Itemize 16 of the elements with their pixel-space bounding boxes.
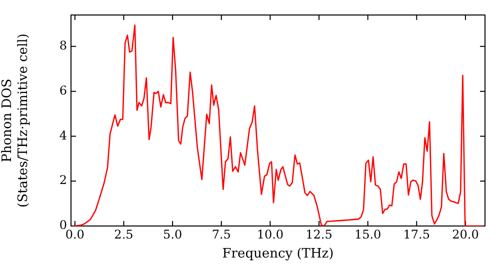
y-axis-title: Phonon DOS (States/THz·primitive cell) bbox=[0, 33, 31, 208]
x-tick-label: 2.5 bbox=[114, 227, 134, 242]
y-tick-label: 8 bbox=[59, 38, 67, 53]
x-axis-title: Frequency (THz) bbox=[222, 246, 334, 262]
x-tick-label: 17.5 bbox=[403, 227, 430, 242]
y-tick-label: 4 bbox=[59, 128, 68, 142]
x-tick-label: 20.0 bbox=[452, 227, 479, 242]
x-tick-label: 7.5 bbox=[212, 227, 231, 242]
x-tick-label: 5.0 bbox=[163, 227, 182, 242]
y-tick-label: 2 bbox=[59, 173, 67, 188]
y-tick-label: 6 bbox=[59, 83, 67, 98]
x-tick-label: 15.0 bbox=[354, 227, 382, 242]
x-tick-label: 0.0 bbox=[65, 227, 84, 242]
x-tick-label: 10.0 bbox=[256, 227, 284, 242]
x-tick-label: 12.5 bbox=[306, 227, 332, 242]
y-tick-label: 0 bbox=[59, 218, 67, 232]
